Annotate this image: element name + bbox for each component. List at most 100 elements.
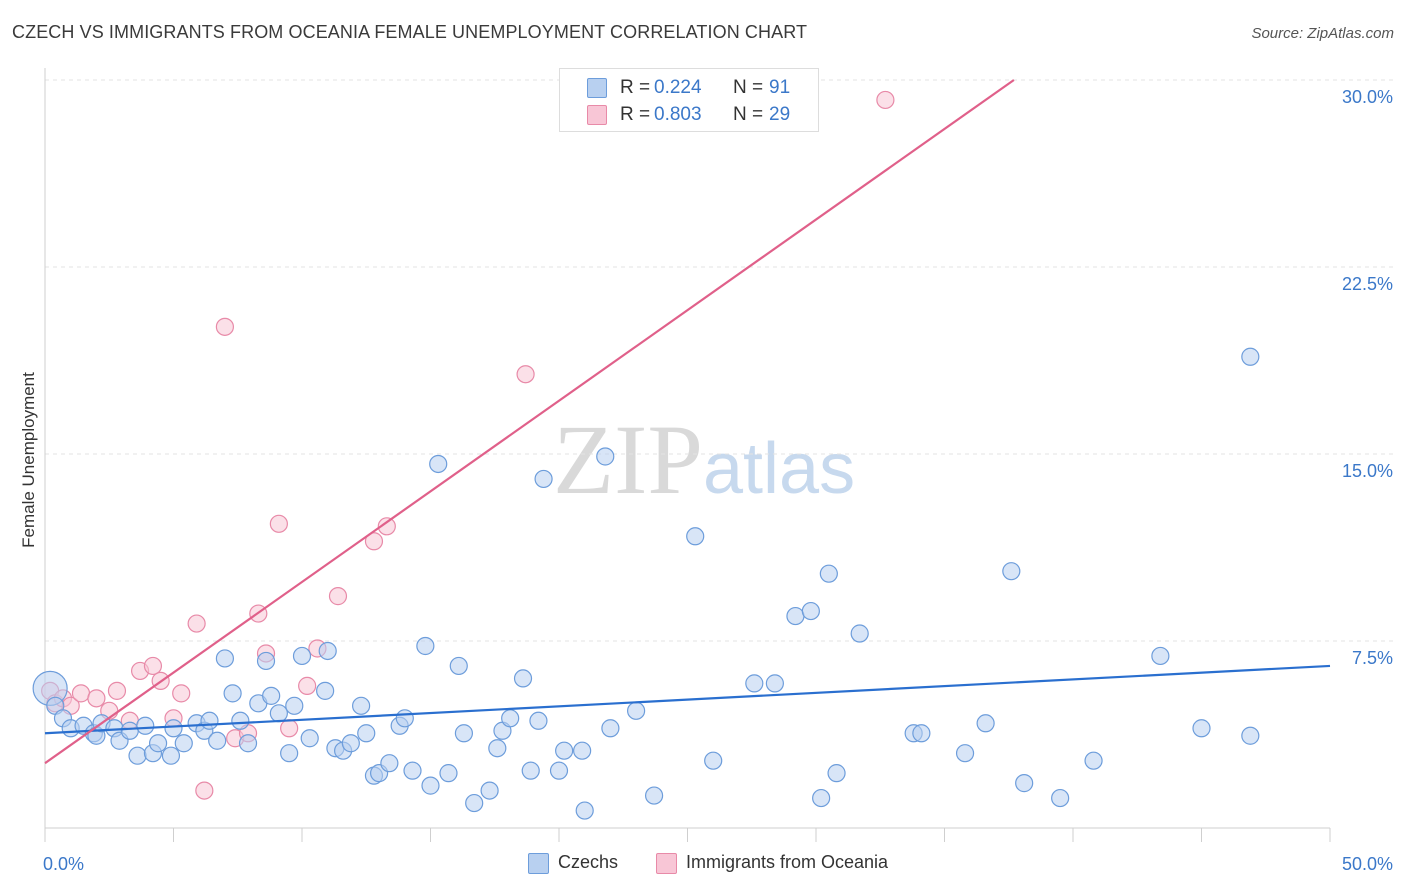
czech-point [1084,751,1103,770]
czech-point [786,606,805,626]
czech-point [912,724,931,743]
czech-point [976,714,995,733]
czech-point [955,744,975,763]
czech-point [285,696,304,715]
r-label: R = [620,104,651,125]
czech-point [215,649,234,668]
czech-point [704,751,723,770]
trend-lines [44,79,1331,765]
czech-point [534,469,553,489]
czech-point [1151,646,1170,666]
czech-point [1241,347,1260,366]
czech-point [421,776,440,795]
czech-point [395,709,414,728]
oceania-point [516,365,535,384]
r-value: 0.803 [654,104,702,125]
czech-point [341,734,360,753]
oceania-legend-swatch [656,853,677,874]
czech-point [164,719,183,738]
oceania-point [328,587,348,606]
czech-point [380,754,399,773]
oceania-point [87,689,106,708]
n-value: 29 [769,104,791,125]
czech-point [480,781,499,800]
czech-point [573,741,592,760]
czech-point [1002,562,1021,581]
czech-point [262,686,281,705]
czech-point [850,624,869,643]
oceania-point [364,532,384,551]
czech-point [318,641,337,661]
oceania-point [195,781,214,800]
x-tick-label: 0.0% [43,854,84,874]
n-value: 91 [769,77,791,98]
czech-point [812,788,831,808]
oceania-point [172,684,191,703]
oceania-point [269,514,288,533]
oceania-point [876,90,895,110]
oceania-points [41,90,895,800]
oceania-point [187,614,206,633]
czech-point [644,786,664,805]
czech-point [601,719,620,738]
czech-point [1241,726,1260,745]
czech-point [300,729,319,748]
czech-point [161,746,181,765]
czech-point [429,454,448,474]
oceania-trend-line [44,79,1015,765]
oceania-point [107,681,127,700]
r-value: 0.224 [654,77,702,98]
oceania-point [143,656,163,676]
gridlines [45,79,1395,642]
czech-point [686,527,705,546]
oceania-point [280,719,299,738]
czech-point [269,704,288,723]
y-tick-label: 7.5% [1352,648,1393,668]
czech-point [555,741,574,760]
czechs-swatch [587,78,607,98]
czech-point [439,764,458,783]
czech-point [549,761,569,780]
czech-points [32,347,1260,820]
oceania-point [71,684,91,703]
oceania-point [215,317,234,336]
x-tick-label: 50.0% [1342,854,1393,874]
czech-point [745,674,764,693]
czech-point [256,651,276,671]
czech-point [403,761,422,780]
czech-point [465,793,484,813]
n-label: N = [733,77,764,98]
oceania-point [298,676,317,695]
czech-point [513,669,533,688]
czech-point [357,724,376,743]
czech-point [596,447,615,466]
czech-point [765,674,784,693]
czech-point [200,711,219,730]
czech-point [1192,719,1211,738]
czech-point [148,734,168,753]
czech-point [174,734,193,753]
y-tick-label: 22.5% [1342,274,1393,294]
oceania-legend-label: Immigrants from Oceania [686,852,889,872]
chart-title: CZECH VS IMMIGRANTS FROM OCEANIA FEMALE … [12,22,808,42]
oceania-swatch [587,105,607,125]
czech-point [223,684,242,703]
czech-point [1015,774,1034,793]
czech-point [801,601,820,621]
czech-point [827,764,846,783]
czechs-legend-swatch [528,853,549,874]
r-label: R = [620,77,651,98]
czechs-legend-label: Czechs [558,852,619,872]
correlation-legend: R = 0.224 N = 91 R = 0.803 N = 29 [559,68,819,132]
czech-point [352,696,371,715]
czech-point [819,564,838,583]
n-label: N = [733,104,764,125]
czech-point [488,739,507,758]
czech-point [416,636,435,656]
czech-point [128,746,147,765]
czech-point [316,681,335,700]
czech-point [120,721,139,740]
czech-point [521,761,540,780]
czech-point [501,709,520,728]
